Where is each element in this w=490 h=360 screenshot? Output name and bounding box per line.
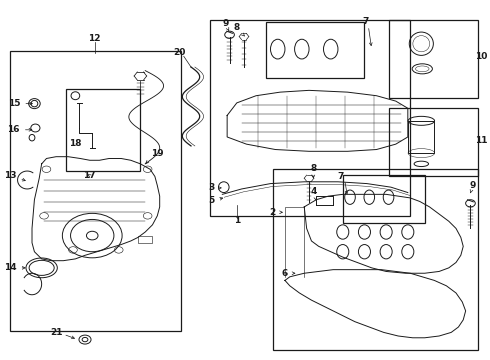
Bar xyxy=(210,21,410,216)
Bar xyxy=(66,89,141,171)
Text: 6: 6 xyxy=(282,269,295,278)
Bar xyxy=(266,22,365,78)
Text: 7: 7 xyxy=(338,172,344,181)
Text: 15: 15 xyxy=(8,99,32,108)
Text: 10: 10 xyxy=(475,52,488,61)
Text: 9: 9 xyxy=(222,19,229,28)
Bar xyxy=(389,21,478,98)
Bar xyxy=(138,235,152,243)
Text: 13: 13 xyxy=(4,171,25,181)
Text: 11: 11 xyxy=(475,136,488,145)
Text: 12: 12 xyxy=(88,34,101,43)
Text: 9: 9 xyxy=(470,181,476,193)
Text: 16: 16 xyxy=(7,125,32,134)
Text: 8: 8 xyxy=(233,23,245,36)
Text: 19: 19 xyxy=(146,149,164,163)
Text: 5: 5 xyxy=(209,196,223,205)
Text: 2: 2 xyxy=(270,208,282,217)
Bar xyxy=(389,108,478,176)
Text: 3: 3 xyxy=(208,183,221,192)
Text: 18: 18 xyxy=(69,139,82,148)
Text: 1: 1 xyxy=(234,216,240,225)
Text: 17: 17 xyxy=(83,171,96,180)
Text: 21: 21 xyxy=(50,328,62,337)
Bar xyxy=(10,51,181,330)
Text: 4: 4 xyxy=(311,187,317,200)
Text: 8: 8 xyxy=(310,164,317,178)
Text: 20: 20 xyxy=(173,48,185,57)
Bar xyxy=(408,121,434,153)
Bar xyxy=(343,175,425,223)
Bar xyxy=(273,169,478,350)
Text: 14: 14 xyxy=(4,264,25,273)
Text: 7: 7 xyxy=(362,17,368,26)
